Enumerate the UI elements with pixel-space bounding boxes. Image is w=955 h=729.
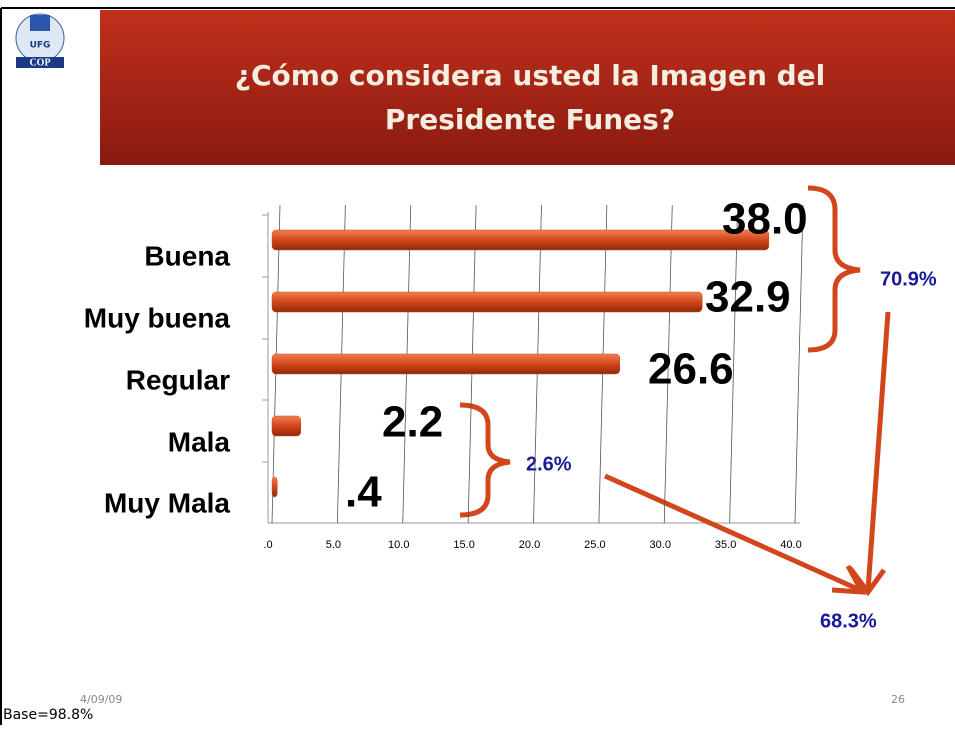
bar	[271, 291, 703, 313]
grid-line	[729, 204, 739, 524]
footer-date: 4/09/09	[80, 693, 122, 706]
category-label: Mala	[168, 426, 231, 457]
annotation: 68.3%	[820, 610, 877, 632]
category-label: Muy Mala	[104, 487, 230, 518]
value-label: 2.2	[382, 398, 443, 447]
x-tick-label: 40.0	[780, 539, 801, 551]
arrow	[848, 311, 891, 597]
brace	[807, 185, 861, 353]
footer-base: Base=98.8%	[3, 707, 93, 723]
category-label: Muy buena	[84, 302, 231, 333]
title-banner	[100, 10, 955, 165]
title: ¿Cómo considera usted la Imagen del	[235, 59, 826, 92]
x-tick-label: 15.0	[453, 539, 474, 551]
x-tick-label: 20.0	[519, 539, 540, 551]
brace	[459, 402, 511, 518]
x-tick-label: .0	[263, 539, 272, 551]
grid-line	[663, 204, 673, 524]
logo: UFG COP	[15, 13, 65, 68]
annotation: 70.9%	[880, 268, 937, 290]
x-tick-label: 10.0	[388, 539, 409, 551]
category-label: Buena	[144, 240, 230, 271]
footer-page: 26	[891, 693, 905, 706]
x-tick-label: 30.0	[650, 539, 671, 551]
bar	[271, 415, 302, 437]
x-tick-label: 25.0	[584, 539, 605, 551]
bar	[271, 353, 621, 375]
value-label: 38.0	[722, 195, 808, 244]
logo-text: COP	[29, 57, 50, 68]
value-label: 32.9	[705, 273, 791, 322]
value-label: .4	[345, 468, 382, 517]
grid-line	[794, 204, 804, 524]
logo-text: UFG	[30, 41, 51, 51]
bar	[271, 229, 770, 251]
category-label: Regular	[126, 364, 230, 395]
x-tick-label: 5.0	[326, 539, 341, 551]
x-tick-label: 35.0	[715, 539, 736, 551]
title: Presidente Funes?	[385, 103, 675, 136]
bar	[271, 476, 278, 498]
annotation: 2.6%	[526, 453, 572, 475]
value-label: 26.6	[648, 345, 734, 394]
arrow	[603, 473, 867, 595]
